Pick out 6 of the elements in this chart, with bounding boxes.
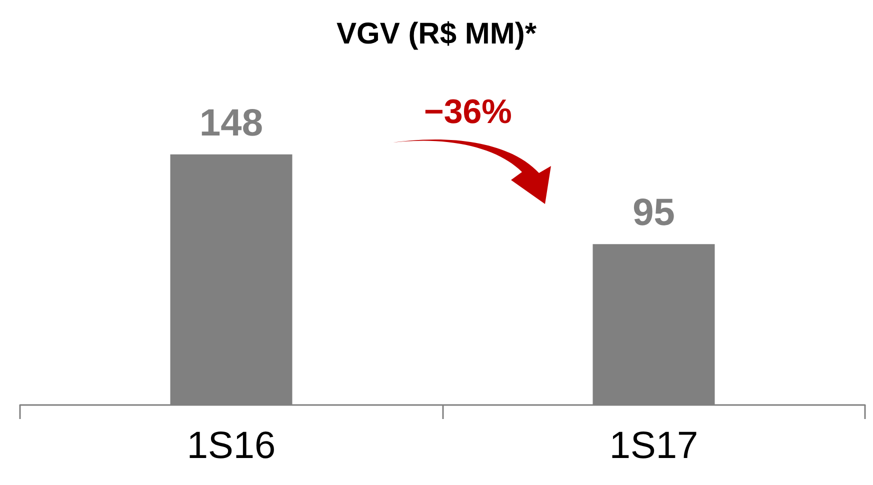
text: −36% (424, 93, 512, 131)
x-tick-label: 1S17 (609, 425, 698, 467)
x-tick-label: 1S16 (186, 425, 276, 467)
chart-title: VGV (R$ MM)* (336, 18, 537, 50)
data-label: 148 (200, 102, 263, 144)
data-label: 95 (632, 192, 675, 234)
